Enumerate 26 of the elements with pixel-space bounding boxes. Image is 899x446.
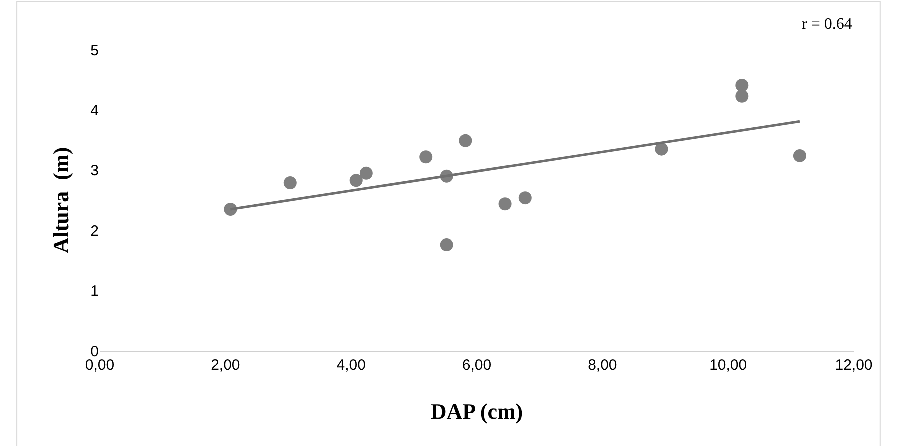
y-tick-label: 4: [90, 102, 99, 120]
x-tick-label: 4,00: [336, 357, 366, 374]
x-tick-label: 2,00: [211, 357, 240, 374]
y-tick-label: 2: [90, 222, 99, 240]
point: [440, 238, 454, 252]
y-tick-label: 3: [90, 162, 99, 180]
point: [655, 142, 668, 156]
point: [793, 149, 806, 162]
point: [736, 79, 749, 92]
point: [498, 198, 512, 211]
y-tick-label: 1: [90, 283, 99, 300]
point: [284, 176, 297, 190]
point: [360, 166, 373, 180]
point: [420, 150, 433, 164]
point: [459, 134, 472, 148]
x-tick-label: 8,00: [588, 357, 618, 374]
point: [350, 174, 363, 188]
x-tick-label: 10,00: [710, 357, 748, 374]
x-axis-title: DAP (cm): [430, 398, 524, 424]
point: [736, 90, 749, 103]
x-tick-label: 12,00: [835, 357, 873, 374]
y-tick-label: 5: [90, 42, 99, 60]
y-axis-title: Altura (m): [48, 147, 74, 254]
x-tick-label: 6,00: [462, 357, 492, 374]
point: [518, 192, 532, 205]
text: r = 0.64: [802, 16, 852, 33]
